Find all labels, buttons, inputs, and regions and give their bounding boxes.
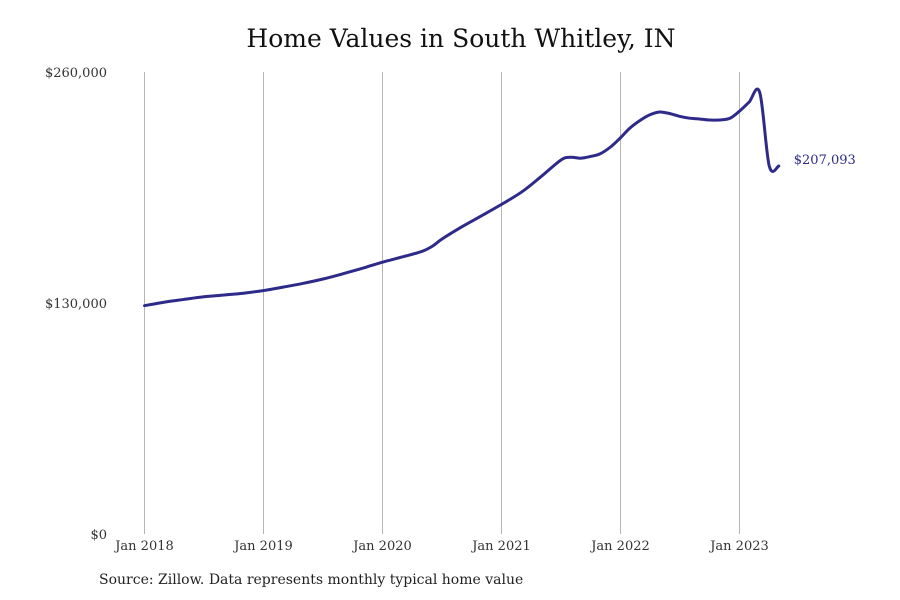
y-tick-label: $260,000: [45, 66, 107, 81]
series-line: [143, 87, 781, 308]
x-tick-label: Jan 2021: [470, 539, 531, 554]
x-tick-label: Jan 2022: [589, 539, 650, 554]
x-tick-label: Jan 2023: [708, 539, 769, 554]
source-note: Source: Zillow. Data represents monthly …: [99, 572, 524, 588]
chart-title: Home Values in South Whitley, IN: [246, 24, 676, 53]
y-tick-label: $130,000: [45, 297, 107, 312]
grid-lines: [144, 72, 740, 534]
y-axis-ticks: $0 $130,000 $260,000: [45, 66, 107, 543]
x-tick-label: Jan 2018: [113, 539, 174, 554]
x-tick-label: Jan 2020: [351, 539, 412, 554]
end-value-label: $207,093: [794, 153, 856, 168]
x-axis-ticks: Jan 2018 Jan 2019 Jan 2020 Jan 2021 Jan 2022…: [113, 539, 769, 554]
y-tick-label: $0: [90, 528, 107, 543]
x-tick-label: Jan 2019: [232, 539, 293, 554]
